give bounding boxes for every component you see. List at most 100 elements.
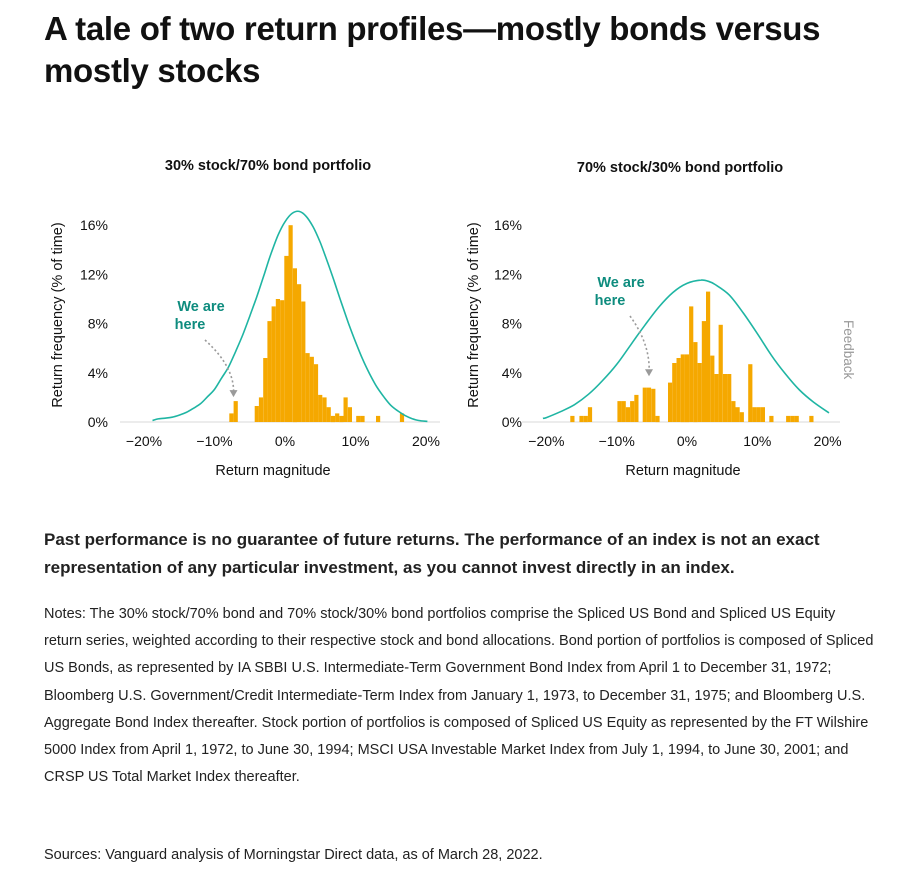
x-tick-label: 10% bbox=[341, 433, 369, 449]
bar bbox=[684, 354, 690, 423]
x-tick-label: −20% bbox=[126, 433, 162, 449]
chart-30-70: 30% stock/70% bond portfolio 0% 4% 8% 12% 16%… bbox=[50, 158, 440, 479]
annotation-line: here bbox=[595, 293, 626, 309]
bar bbox=[655, 415, 660, 423]
bar bbox=[680, 354, 685, 423]
annotation-text: We are here bbox=[175, 299, 225, 333]
bar bbox=[693, 342, 698, 423]
bar bbox=[786, 415, 791, 423]
x-axis-label: Return magnitude bbox=[625, 463, 740, 479]
bar bbox=[706, 291, 711, 422]
annotation-arrowhead bbox=[229, 390, 238, 398]
bar bbox=[739, 412, 744, 422]
bar bbox=[790, 415, 795, 423]
bar bbox=[617, 401, 622, 422]
y-tick-label: 12% bbox=[494, 266, 522, 282]
bar bbox=[735, 407, 740, 422]
y-tick-label: 8% bbox=[502, 316, 522, 332]
bar bbox=[570, 415, 575, 423]
bar bbox=[672, 363, 677, 422]
bar bbox=[339, 415, 344, 423]
bar bbox=[651, 388, 656, 422]
bar bbox=[718, 324, 723, 422]
bar bbox=[284, 255, 289, 422]
bar bbox=[271, 306, 276, 422]
bar bbox=[280, 300, 285, 422]
bar bbox=[313, 364, 319, 422]
bar bbox=[794, 415, 799, 423]
bar bbox=[697, 363, 702, 422]
bar bbox=[309, 356, 314, 422]
bar bbox=[752, 407, 757, 422]
bar bbox=[343, 397, 348, 422]
feedback-label: Feedback bbox=[841, 320, 856, 380]
x-tick-label: −10% bbox=[599, 433, 635, 449]
bar bbox=[625, 407, 630, 422]
bar bbox=[301, 301, 306, 422]
bar bbox=[356, 415, 361, 423]
distribution-curve bbox=[542, 279, 830, 420]
y-tick-label: 8% bbox=[88, 316, 108, 332]
x-tick-label: 0% bbox=[677, 433, 697, 449]
bar bbox=[668, 382, 673, 422]
y-tick-label: 4% bbox=[502, 365, 522, 381]
bar bbox=[254, 406, 259, 422]
y-tick-label: 12% bbox=[80, 266, 108, 282]
bar bbox=[399, 413, 405, 422]
bar bbox=[642, 387, 647, 422]
y-tick-label: 4% bbox=[88, 365, 108, 381]
bar bbox=[748, 364, 753, 422]
bar bbox=[769, 415, 774, 423]
bar bbox=[263, 358, 268, 422]
bar bbox=[731, 401, 736, 422]
feedback-tab[interactable]: Feedback bbox=[840, 320, 856, 392]
bar bbox=[322, 397, 327, 422]
bar bbox=[676, 358, 681, 422]
disclaimer-text: Past performance is no guarantee of futu… bbox=[44, 530, 820, 577]
bar bbox=[229, 413, 234, 422]
bar bbox=[267, 321, 272, 422]
bar bbox=[326, 407, 331, 422]
y-tick-label: 16% bbox=[494, 217, 522, 233]
bar bbox=[722, 374, 728, 422]
annotation-text: We are here bbox=[595, 275, 645, 309]
bar bbox=[630, 401, 635, 422]
bar bbox=[621, 401, 626, 422]
x-tick-label: 20% bbox=[412, 433, 440, 449]
distribution-curve bbox=[152, 210, 428, 423]
bar bbox=[587, 407, 593, 422]
bar bbox=[347, 407, 352, 422]
bar bbox=[233, 401, 238, 422]
sources-text: Sources: Vanguard analysis of Morningsta… bbox=[44, 847, 543, 863]
bar bbox=[258, 397, 264, 422]
annotation-line: We are bbox=[177, 299, 224, 315]
y-axis-label: Return frequency (% of time) bbox=[466, 222, 482, 407]
annotation-arrowhead bbox=[645, 369, 653, 377]
annotation-arrow bbox=[629, 315, 650, 375]
x-tick-label: 0% bbox=[275, 433, 295, 449]
bar bbox=[335, 413, 340, 422]
page-title: A tale of two return profiles—mostly bon… bbox=[44, 10, 821, 89]
bar bbox=[288, 225, 293, 422]
bar bbox=[756, 407, 761, 422]
bar bbox=[646, 387, 652, 422]
bar bbox=[330, 415, 335, 423]
bar bbox=[760, 407, 765, 422]
bar bbox=[809, 415, 814, 423]
y-tick-label: 16% bbox=[80, 217, 108, 233]
bar bbox=[634, 394, 639, 422]
annotation-line: here bbox=[175, 317, 206, 333]
bar bbox=[701, 321, 706, 422]
annotation-line: We are bbox=[597, 275, 644, 291]
annotation-arrow bbox=[204, 339, 235, 396]
bar bbox=[297, 284, 302, 422]
charts-area: 30% stock/70% bond portfolio 0% 4% 8% 12% 16%… bbox=[50, 158, 842, 479]
x-tick-label: −20% bbox=[528, 433, 564, 449]
y-axis-label: Return frequency (% of time) bbox=[50, 222, 66, 407]
x-tick-label: −10% bbox=[196, 433, 232, 449]
notes-text: Notes: The 30% stock/70% bond and 70% st… bbox=[44, 606, 874, 786]
bar bbox=[579, 415, 584, 423]
bar bbox=[360, 415, 365, 423]
bar bbox=[714, 374, 719, 422]
bar bbox=[689, 306, 694, 422]
